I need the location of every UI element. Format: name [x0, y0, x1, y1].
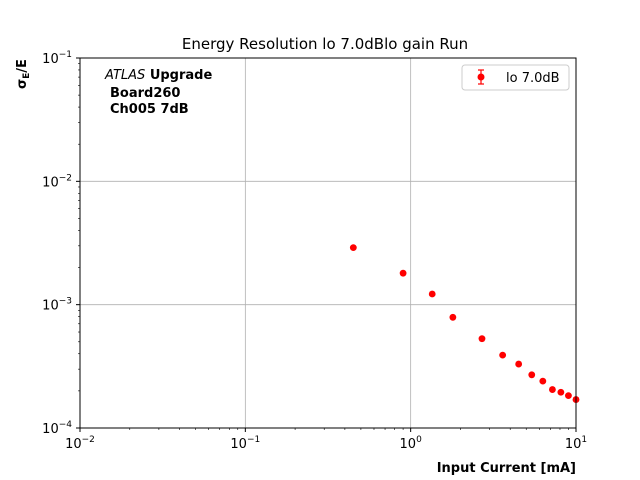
- svg-text:σE/E: σE/E: [15, 59, 32, 89]
- legend: lo 7.0dB: [461, 64, 570, 91]
- data-point: [478, 335, 486, 343]
- data-point: [449, 313, 457, 321]
- x-tick-label: 10−1: [230, 435, 260, 452]
- data-point: [428, 290, 436, 298]
- x-axis-label: Input Current [mA]: [437, 461, 576, 476]
- annotation: ATLAS Upgrade Board260 Ch005 7dB: [104, 68, 212, 117]
- legend-label: lo 7.0dB: [506, 71, 560, 86]
- data-point: [349, 244, 357, 252]
- legend-marker: [477, 69, 485, 85]
- data-point: [499, 351, 507, 359]
- data-point: [557, 388, 565, 396]
- annotation-board: Board260: [110, 86, 180, 101]
- data-markers: [349, 244, 580, 403]
- y-tick-label: 10−4: [42, 420, 72, 437]
- data-point: [539, 377, 547, 385]
- y-tick-label: 10−2: [42, 173, 72, 190]
- data-point: [528, 371, 536, 379]
- x-tick-label: 100: [400, 435, 423, 452]
- annotation-channel: Ch005 7dB: [110, 102, 189, 117]
- plot-frame: [79, 57, 577, 429]
- data-point: [515, 360, 523, 368]
- y-axis-ticks: 10−4 10−3 10−2 10−1: [42, 50, 80, 437]
- annotation-experiment: ATLAS: [104, 68, 145, 83]
- y-tick-label: 10−3: [42, 297, 72, 314]
- legend-box: [461, 64, 570, 91]
- y-tick-label: 10−1: [42, 50, 72, 67]
- annotation-tag: Upgrade: [150, 68, 213, 83]
- data-point: [399, 269, 407, 277]
- x-tick-label: 101: [565, 435, 587, 452]
- chart-title: Energy Resolution lo 7.0dBlo gain Run: [182, 35, 468, 53]
- data-point: [549, 386, 556, 393]
- y-axis-label: σE/E: [15, 59, 32, 89]
- svg-text:ATLAS Upgrade: ATLAS Upgrade: [104, 68, 212, 83]
- x-axis-ticks: 10−2 10−1 100 101: [65, 428, 587, 452]
- grid: [80, 58, 576, 428]
- data-point: [565, 392, 572, 400]
- x-tick-label: 10−2: [65, 435, 95, 452]
